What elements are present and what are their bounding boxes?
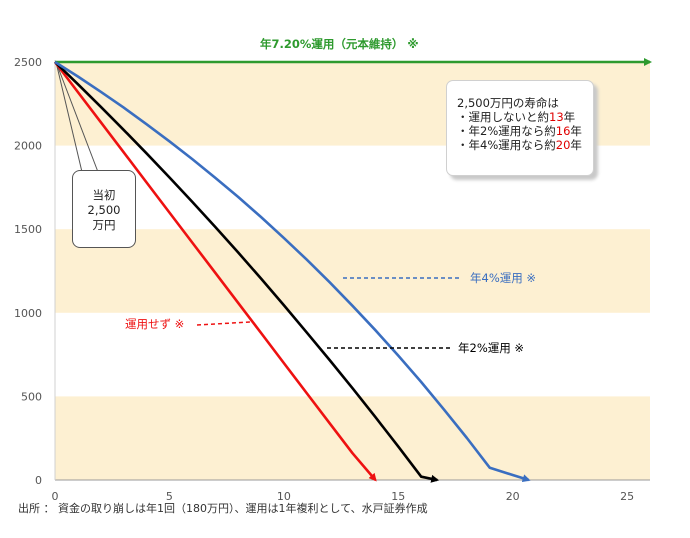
initial-amount-callout: 当初 2,500 万円 bbox=[72, 170, 136, 248]
callout-line-3: 万円 bbox=[92, 218, 116, 232]
x-tick-0: 0 bbox=[52, 490, 59, 503]
series-line-2pct bbox=[54, 61, 440, 483]
band-0 bbox=[55, 396, 650, 480]
series-line-none bbox=[53, 61, 377, 482]
x-tick-5: 25 bbox=[620, 490, 634, 503]
label-4pct: 年4%運用 ※ bbox=[470, 271, 536, 285]
y-tick-labels: 0 500 1000 1500 2000 2500 bbox=[14, 56, 42, 487]
x-tick-4: 20 bbox=[506, 490, 520, 503]
leader-line-none bbox=[196, 321, 251, 326]
callout-line-1: 当初 bbox=[92, 188, 116, 202]
callout-line-2: 2,500 bbox=[87, 203, 121, 217]
series-line-4pct bbox=[54, 60, 531, 483]
x-tick-2: 10 bbox=[277, 490, 291, 503]
callout-pointer-line-2 bbox=[55, 61, 99, 173]
y-tick-0: 0 bbox=[35, 474, 42, 487]
series-lines bbox=[53, 58, 652, 483]
y-tick-5: 2500 bbox=[14, 56, 42, 69]
y-tick-2: 1000 bbox=[14, 307, 42, 320]
infobox-item-none: ・運用しないと約13年 bbox=[457, 110, 576, 124]
x-tick-labels: 0 5 10 15 20 25 bbox=[52, 490, 635, 503]
y-tick-3: 1500 bbox=[14, 223, 42, 236]
label-7pct: 年7.20%運用（元本維持） ※ bbox=[260, 37, 419, 51]
label-none: 運用せず ※ bbox=[125, 317, 184, 331]
y-tick-4: 2000 bbox=[14, 140, 42, 153]
infobox-title: 2,500万円の寿命は bbox=[457, 96, 559, 110]
infobox-item-2pct: ・年2%運用なら約16年 bbox=[457, 124, 582, 138]
x-tick-3: 15 bbox=[391, 490, 405, 503]
x-tick-1: 5 bbox=[166, 490, 173, 503]
lifespan-info-box: 2,500万円の寿命は ・運用しないと約13年 ・年2%運用なら約16年 ・年4… bbox=[446, 80, 594, 176]
source-note: 出所 ： 資金の取り崩しは年1回（180万円）、運用は1年複利として、水戸証券作… bbox=[18, 502, 428, 515]
callout-pointer-line-1 bbox=[55, 61, 83, 173]
y-tick-1: 500 bbox=[21, 390, 42, 403]
band-1 bbox=[55, 229, 650, 313]
infobox-item-4pct: ・年4%運用なら約20年 bbox=[457, 138, 582, 152]
label-2pct: 年2%運用 ※ bbox=[458, 341, 524, 355]
